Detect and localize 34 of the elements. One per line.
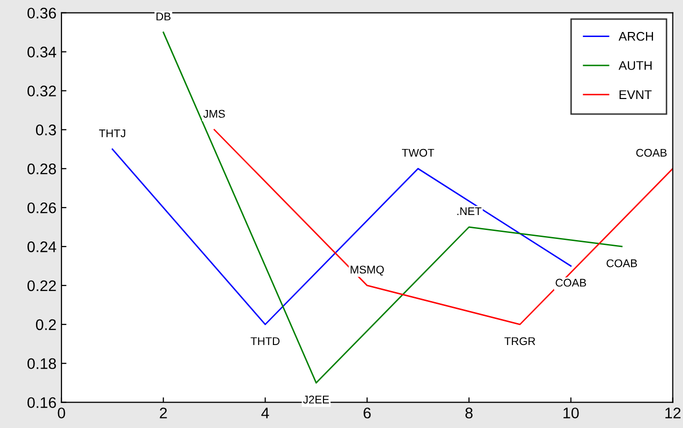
- annotation: THTJ: [99, 129, 126, 138]
- line-series: [214, 128, 673, 326]
- y-tick-label: 0.24: [27, 241, 56, 252]
- y-tick-label: 0.34: [27, 46, 56, 58]
- x-tick-label: 10: [564, 408, 579, 418]
- annotation: COAB: [606, 259, 637, 268]
- legend-label: EVNT: [620, 90, 652, 99]
- annotation: TRGR: [504, 337, 536, 346]
- x-tick-label: 12: [665, 408, 680, 418]
- y-tick-label: 0.2: [36, 319, 56, 330]
- annotation: THTD: [250, 337, 280, 345]
- y-tick-label: 0.16: [27, 397, 56, 408]
- annotation: COAB: [636, 148, 667, 157]
- annotation: JMS: [203, 110, 225, 118]
- y-tick-label: 0.32: [27, 86, 56, 96]
- y-tick-label: 0.26: [27, 202, 56, 214]
- y-tick-label: 0.36: [27, 8, 56, 19]
- annotation: MSMQ: [350, 266, 384, 276]
- x-tick-label: 4: [261, 408, 270, 418]
- annotation: J2EE: [303, 396, 329, 404]
- x-tick-label: 0: [58, 408, 66, 418]
- legend-label: ARCH: [618, 32, 653, 41]
- annotation: COAB: [556, 278, 586, 287]
- x-tick-label: 6: [364, 408, 371, 418]
- annotation: TWOT: [402, 148, 434, 157]
- annotation: DB: [156, 12, 170, 20]
- y-tick-label: 0.28: [27, 164, 56, 174]
- annotation: .NET: [457, 207, 482, 216]
- x-tick-label: 2: [160, 408, 167, 418]
- legend-label: AUTH: [618, 61, 652, 70]
- y-tick-label: 0.22: [27, 280, 56, 292]
- y-tick-label: 0.18: [27, 358, 56, 370]
- y-tick-label: 0.3: [36, 124, 56, 136]
- x-tick-label: 8: [465, 408, 473, 418]
